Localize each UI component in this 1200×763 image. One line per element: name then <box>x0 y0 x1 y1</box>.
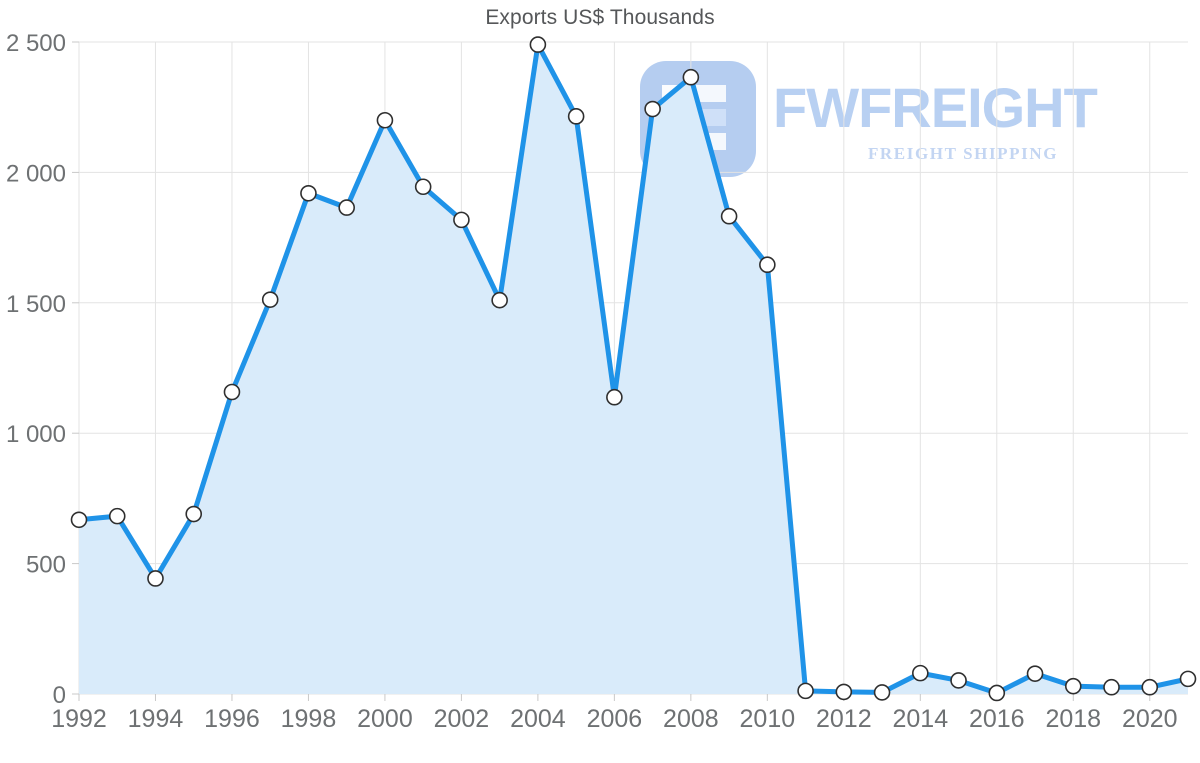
data-point-marker[interactable] <box>223 383 241 401</box>
y-tick-label: 500 <box>26 552 66 579</box>
area-fill <box>79 44 1188 694</box>
data-point-marker[interactable] <box>70 511 88 529</box>
y-tick-label: 1 000 <box>6 421 66 448</box>
area-fill-path <box>79 44 1188 694</box>
data-point-marker[interactable] <box>682 68 700 86</box>
y-tick-label: 0 <box>53 682 66 709</box>
data-point-marker[interactable] <box>1064 677 1082 695</box>
x-tick-label: 2020 <box>1122 705 1178 733</box>
data-point-marker[interactable] <box>529 36 547 53</box>
y-tick-label: 2 500 <box>6 30 66 57</box>
x-tick-label: 2000 <box>357 705 413 733</box>
x-tick-label: 2010 <box>740 705 796 733</box>
data-point-marker[interactable] <box>606 388 623 406</box>
x-tick-label: 2012 <box>816 705 872 733</box>
data-markers[interactable] <box>70 36 1197 702</box>
data-point-marker[interactable] <box>912 664 929 682</box>
data-point-marker[interactable] <box>567 108 585 125</box>
data-point-marker[interactable] <box>835 683 853 701</box>
data-point-marker[interactable] <box>1026 665 1044 682</box>
chart-title: Exports US$ Thousands <box>485 6 715 29</box>
data-point-marker[interactable] <box>1141 678 1159 696</box>
data-point-marker[interactable] <box>300 184 317 202</box>
data-point-marker[interactable] <box>147 570 164 587</box>
x-tick-label: 1998 <box>281 705 337 733</box>
x-tick-label: 2018 <box>1045 705 1101 733</box>
data-point-marker[interactable] <box>453 211 470 229</box>
data-point-marker[interactable] <box>491 291 508 309</box>
x-tick-label: 2008 <box>663 705 719 733</box>
data-point-marker[interactable] <box>950 672 967 689</box>
y-axis-tick-labels: 0 500 1 000 1 500 2 000 2 500 <box>6 30 66 709</box>
y-tick-label: 2 000 <box>6 160 66 187</box>
data-point-marker[interactable] <box>644 100 661 118</box>
data-point-marker[interactable] <box>797 682 814 700</box>
x-tick-label: 1994 <box>128 705 184 733</box>
x-tick-label: 2016 <box>969 705 1025 733</box>
x-tick-label: 1996 <box>204 705 260 733</box>
y-tick-label: 1 500 <box>6 291 66 318</box>
x-tick-label: 2004 <box>510 705 566 733</box>
data-point-marker[interactable] <box>873 684 891 701</box>
data-point-marker[interactable] <box>338 199 355 216</box>
x-tick-label: 2014 <box>892 705 948 733</box>
data-point-marker[interactable] <box>108 507 126 525</box>
data-point-marker[interactable] <box>720 207 738 225</box>
data-point-marker[interactable] <box>1103 678 1120 696</box>
x-tick-label: 1992 <box>51 705 107 733</box>
data-point-marker[interactable] <box>1179 670 1197 688</box>
x-tick-label: 2002 <box>434 705 490 733</box>
data-point-marker[interactable] <box>185 505 203 523</box>
data-point-marker[interactable] <box>376 111 394 129</box>
data-point-marker[interactable] <box>988 684 1006 702</box>
data-point-marker[interactable] <box>759 256 776 274</box>
x-tick-label: 2006 <box>587 705 643 733</box>
x-axis-tick-labels: 1992 1994 1996 1998 2000 2002 2004 2006 2008 2010… <box>51 705 1177 733</box>
data-point-marker[interactable] <box>414 178 432 196</box>
data-point-marker[interactable] <box>261 291 279 308</box>
